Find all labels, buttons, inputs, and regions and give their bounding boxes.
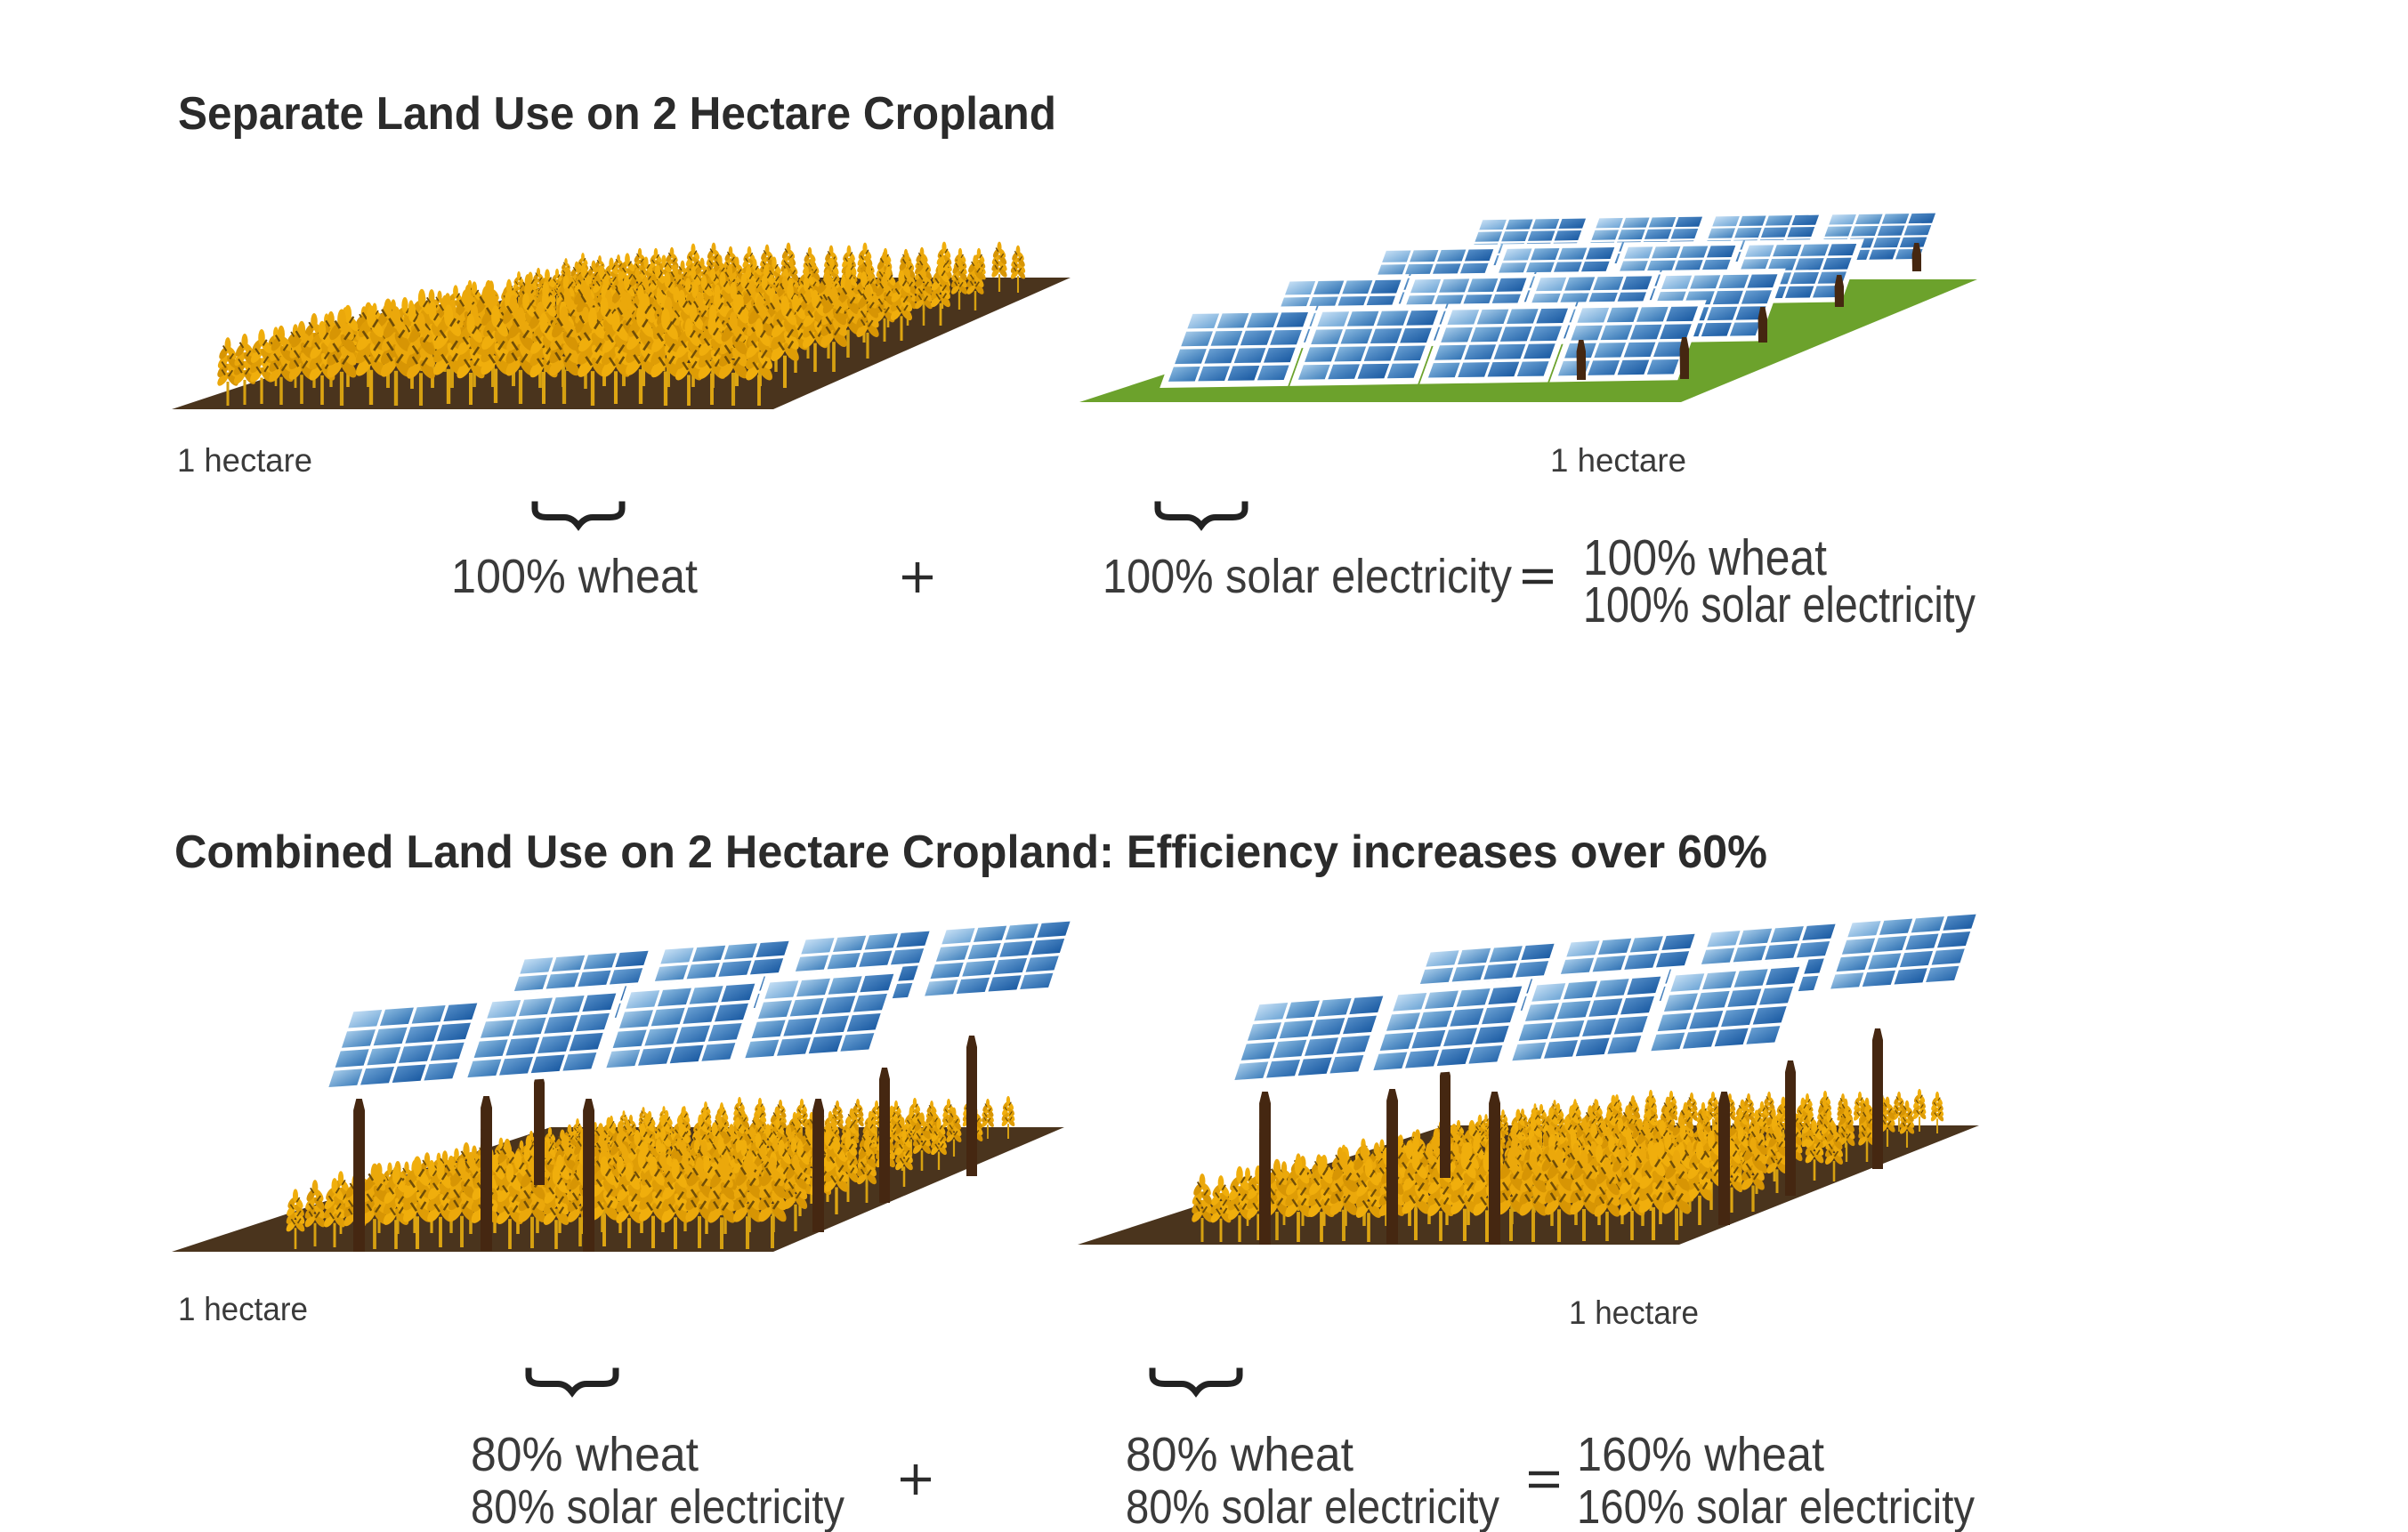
svg-text:160% solar electricity: 160% solar electricity	[1577, 1480, 1975, 1532]
svg-text:1 hectare: 1 hectare	[1569, 1294, 1699, 1331]
svg-text:100% wheat: 100% wheat	[1583, 529, 1827, 586]
svg-text:100% solar electricity: 100% solar electricity	[1103, 550, 1512, 603]
svg-text:100% wheat: 100% wheat	[451, 550, 698, 603]
svg-text:160% wheat: 160% wheat	[1577, 1428, 1824, 1481]
svg-text:80% solar electricity: 80% solar electricity	[1126, 1480, 1499, 1532]
svg-text:100% solar electricity: 100% solar electricity	[1583, 577, 1976, 633]
svg-text:Combined Land Use on 2 Hectare: Combined Land Use on 2 Hectare Cropland:…	[174, 826, 1767, 878]
svg-text:1 hectare: 1 hectare	[178, 1291, 308, 1327]
svg-text:80% wheat: 80% wheat	[1126, 1428, 1353, 1481]
svg-text:1 hectare: 1 hectare	[177, 442, 312, 479]
svg-text:80% wheat: 80% wheat	[471, 1428, 699, 1481]
svg-text:1 hectare: 1 hectare	[1550, 442, 1686, 479]
svg-text:80% solar electricity: 80% solar electricity	[471, 1480, 844, 1532]
svg-text:Separate Land Use on 2 Hectare: Separate Land Use on 2 Hectare Cropland	[178, 88, 1056, 140]
